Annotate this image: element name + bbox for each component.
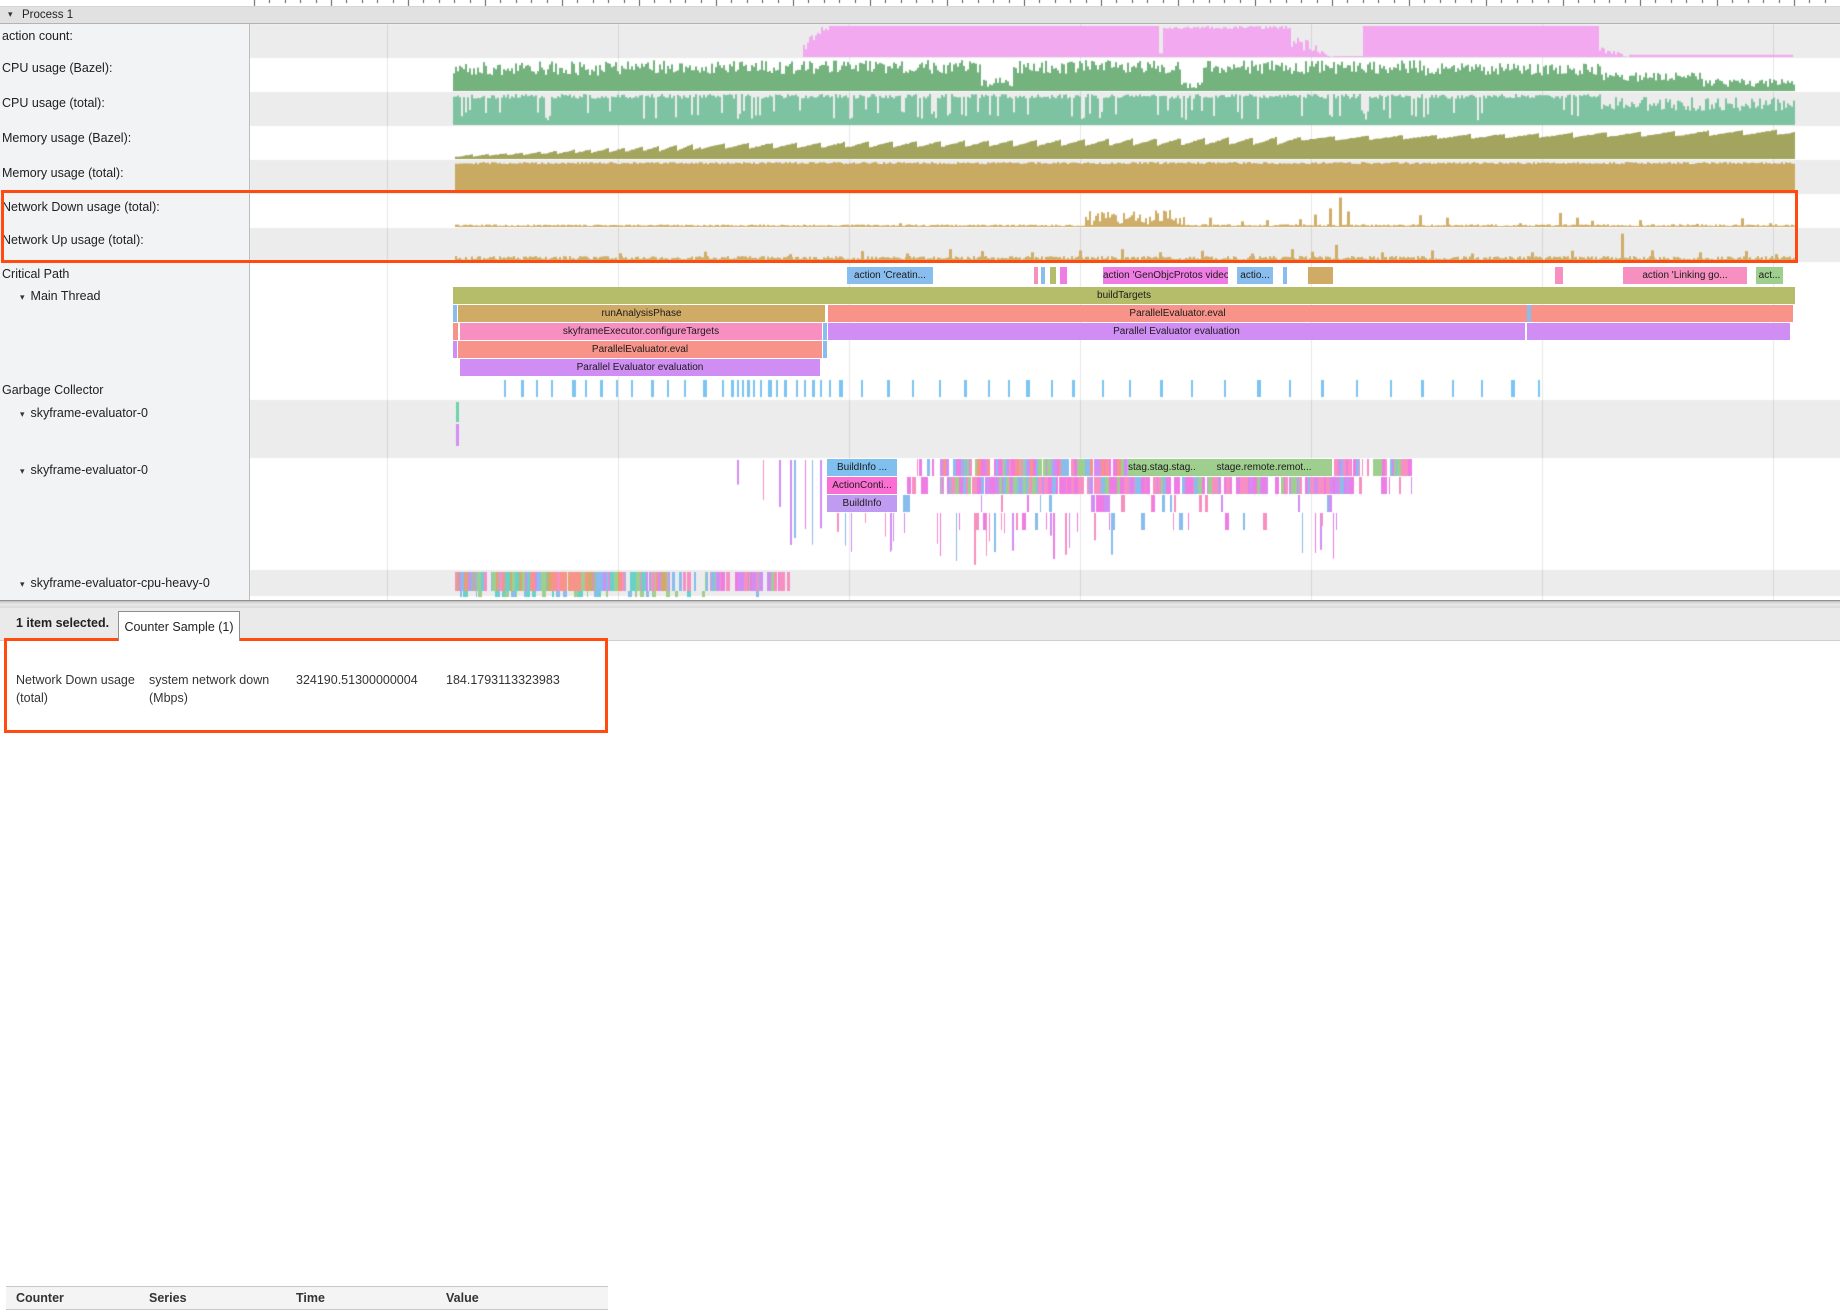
sidebar-track-cpu-usage-bazel: CPU usage (Bazel):: [2, 61, 112, 75]
track-label-text: Memory usage (Bazel):: [2, 131, 132, 145]
sidebar-track-skyframe-evaluator-cpu-heavy-0[interactable]: ▾ skyframe-evaluator-cpu-heavy-0: [20, 576, 210, 590]
trace-span-sliver[interactable]: [1527, 323, 1790, 340]
sidebar-track-garbage-collector[interactable]: Garbage Collector: [2, 383, 103, 397]
track-label-text: action count:: [2, 29, 73, 43]
sidebar-track-cpu-usage-total: CPU usage (total):: [2, 96, 105, 110]
col-value[interactable]: Value: [446, 1291, 479, 1305]
sidebar-track-skyframe-evaluator-0[interactable]: ▾ skyframe-evaluator-0: [20, 406, 148, 420]
track-label-text: Memory usage (total):: [2, 166, 124, 180]
trace-span[interactable]: Parallel Evaluator evaluation: [828, 323, 1525, 340]
track-label-text: Main Thread: [30, 289, 101, 303]
panel-splitter[interactable]: [0, 600, 1840, 608]
chevron-down-icon[interactable]: ▾: [8, 9, 13, 19]
trace-span[interactable]: actio...: [1237, 267, 1273, 284]
trace-span[interactable]: action 'Linking go...: [1623, 267, 1747, 284]
chevron-down-icon[interactable]: ▾: [20, 409, 25, 419]
trace-span[interactable]: ParallelEvaluator.eval: [828, 305, 1527, 322]
highlight-box-network-counters: [1, 190, 1798, 263]
spans-layer: action 'Creatin... action 'GenObjcProtos …: [0, 0, 1840, 600]
track-label-text: CPU usage (total):: [2, 96, 105, 110]
trace-span-sliver[interactable]: [1034, 267, 1038, 284]
trace-span[interactable]: BuildInfo: [827, 495, 897, 512]
trace-span[interactable]: action 'Creatin...: [847, 267, 933, 284]
sidebar-track-network-down-usage-total: Network Down usage (total):: [2, 200, 160, 214]
trace-span[interactable]: act...: [1756, 267, 1783, 284]
highlight-box-detail-table: [4, 638, 608, 733]
trace-span-sliver[interactable]: [1555, 267, 1563, 284]
process-header[interactable]: ▾ Process 1: [0, 6, 1840, 24]
trace-span-sliver[interactable]: [1308, 267, 1333, 284]
cell-value: 184.1793113323983: [446, 673, 560, 687]
cell-series-1: system network down: [149, 673, 270, 687]
trace-span[interactable]: BuildInfo ...: [827, 459, 897, 476]
sidebar-track-main-thread[interactable]: ▾ Main Thread: [20, 289, 100, 303]
col-time[interactable]: Time: [296, 1291, 325, 1305]
track-label-text: skyframe-evaluator-0: [30, 406, 148, 420]
cell-counter-1: Network Down usage: [16, 673, 135, 687]
trace-span-sliver[interactable]: [1527, 305, 1531, 322]
track-label-text: skyframe-evaluator-0: [30, 463, 148, 477]
process-title: Process 1: [22, 9, 74, 21]
cell-time: 324190.51300000004: [296, 673, 418, 687]
cell-counter-2: (total): [16, 691, 48, 705]
trace-span-sliver[interactable]: [1050, 267, 1056, 284]
track-label-text: skyframe-evaluator-cpu-heavy-0: [30, 576, 210, 590]
trace-span-sliver[interactable]: [1283, 267, 1287, 284]
trace-span[interactable]: action 'GenObjcProtos video/...: [1103, 267, 1228, 284]
col-series[interactable]: Series: [149, 1291, 187, 1305]
track-label-text: Network Up usage (total):: [2, 233, 144, 247]
trace-span-sliver[interactable]: [453, 323, 458, 340]
trace-span[interactable]: stage.remote.remot...: [1196, 459, 1332, 476]
table-header-row: Counter Series Time Value: [6, 1286, 608, 1310]
sidebar-track-network-up-usage-total: Network Up usage (total):: [2, 233, 144, 247]
trace-span-sliver[interactable]: [1531, 305, 1793, 322]
trace-span[interactable]: runAnalysisPhase: [458, 305, 825, 322]
trace-span[interactable]: buildTargets: [453, 287, 1795, 304]
chevron-down-icon[interactable]: ▾: [20, 292, 25, 302]
trace-span[interactable]: Parallel Evaluator evaluation: [460, 359, 820, 376]
trace-span-sliver[interactable]: [823, 341, 827, 358]
col-counter[interactable]: Counter: [16, 1291, 64, 1305]
track-label-text: Network Down usage (total):: [2, 200, 160, 214]
selection-status: 1 item selected.: [16, 616, 110, 630]
trace-span[interactable]: ActionConti...: [827, 477, 897, 494]
detail-panel-header: [0, 608, 1840, 641]
cell-series-2: (Mbps): [149, 691, 188, 705]
track-label-text: Garbage Collector: [2, 383, 104, 397]
trace-span-sliver[interactable]: [1041, 267, 1045, 284]
sidebar-track-memory-usage-total: Memory usage (total):: [2, 166, 124, 180]
trace-span[interactable]: ParallelEvaluator.eval: [458, 341, 822, 358]
sidebar-track-critical-path[interactable]: Critical Path: [2, 267, 69, 281]
sidebar-track-action-count: action count:: [2, 29, 73, 43]
trace-span-sliver[interactable]: [1060, 267, 1067, 284]
chevron-down-icon[interactable]: ▾: [20, 579, 25, 589]
track-label-text: CPU usage (Bazel):: [2, 61, 113, 75]
track-sidebar: action count: CPU usage (Bazel): CPU usage…: [0, 24, 250, 600]
trace-span-sliver[interactable]: [823, 323, 827, 340]
track-label-text: Critical Path: [2, 267, 70, 281]
trace-span[interactable]: stag.stag.stag...: [1128, 459, 1196, 476]
sidebar-track-memory-usage-bazel: Memory usage (Bazel):: [2, 131, 131, 145]
tab-counter-sample[interactable]: Counter Sample (1): [118, 611, 240, 641]
sidebar-track-skyframe-evaluator-0[interactable]: ▾ skyframe-evaluator-0: [20, 463, 148, 477]
chevron-down-icon[interactable]: ▾: [20, 466, 25, 476]
trace-span-sliver[interactable]: [453, 305, 457, 322]
trace-span[interactable]: skyframeExecutor.configureTargets: [460, 323, 822, 340]
trace-span-sliver[interactable]: [453, 341, 457, 358]
